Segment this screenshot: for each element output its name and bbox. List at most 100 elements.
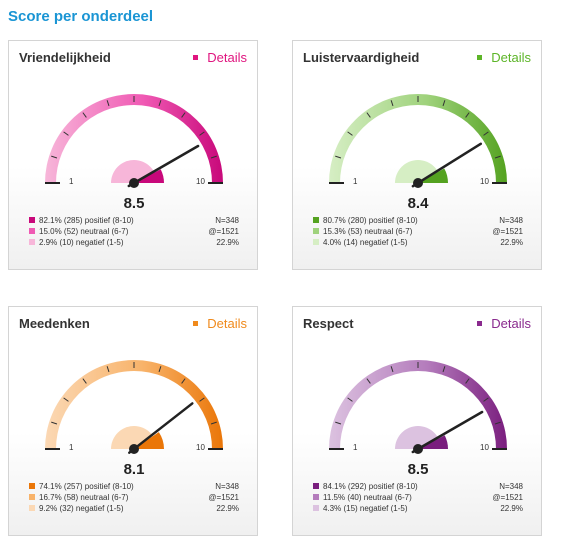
card-vriendelijkheid: Vriendelijkheid Details 1 10 8.5 82.1% (2… [8, 40, 258, 270]
gauge-tick [335, 421, 342, 425]
gauge-tick [181, 112, 186, 118]
gauge-tick [199, 397, 205, 402]
bullet-icon [193, 55, 199, 61]
gauge-needle [411, 410, 484, 454]
legend-swatch [313, 493, 319, 500]
legend-swatch [29, 227, 35, 234]
gauge-tick [158, 366, 162, 373]
gauge-tick [63, 397, 69, 402]
legend-swatch [313, 482, 319, 489]
legend-row-negative: 4.3% (15) negatief (1-5) 22.9% [313, 503, 523, 514]
card-title: Respect [303, 316, 354, 331]
gauge-arc [45, 94, 223, 183]
legend: 84.1% (292) positief (8-10) N=348 11.5% (… [313, 481, 523, 514]
legend-swatch [29, 216, 35, 223]
gauge-arc [329, 94, 507, 183]
legend-text: 9.2% (32) negatief (1-5) [39, 504, 124, 513]
gauge-min-label: 1 [353, 443, 358, 452]
gauge-chart: 1 10 [329, 94, 507, 188]
legend-row-positive: 80.7% (280) positief (8-10) N=348 [313, 215, 523, 226]
gauge-tick [106, 366, 110, 373]
details-link[interactable]: Details [477, 50, 531, 65]
gauge-tick [483, 131, 489, 136]
legend-stat: @=1521 [208, 493, 239, 502]
gauge-tick [347, 397, 353, 402]
details-label: Details [207, 50, 247, 65]
bullet-icon [477, 55, 483, 61]
gauge-tick [82, 378, 87, 384]
legend-row-neutral: 11.5% (40) neutraal (6-7) @=1521 [313, 492, 523, 503]
gauge-tick [210, 155, 217, 159]
gauge-tick [494, 421, 501, 425]
bullet-icon [193, 321, 199, 327]
gauge-tick [51, 421, 58, 425]
gauge-tick [106, 100, 110, 107]
gauge-arc [45, 360, 223, 449]
legend-text: 16.7% (58) neutraal (6-7) [39, 493, 129, 502]
gauge-min-label: 1 [69, 443, 74, 452]
legend-row-neutral: 16.7% (58) neutraal (6-7) @=1521 [29, 492, 239, 503]
legend-stat: 22.9% [500, 504, 523, 513]
legend-stat: 22.9% [216, 238, 239, 247]
legend-row-negative: 2.9% (10) negatief (1-5) 22.9% [29, 237, 239, 248]
gauge-max-label: 10 [480, 177, 489, 186]
legend-row-negative: 9.2% (32) negatief (1-5) 22.9% [29, 503, 239, 514]
details-label: Details [491, 50, 531, 65]
gauge-tick [181, 378, 186, 384]
gauge-tick [199, 131, 205, 136]
details-label: Details [491, 316, 531, 331]
legend-text: 74.1% (257) positief (8-10) [39, 482, 134, 491]
legend: 82.1% (285) positief (8-10) N=348 15.0% (… [29, 215, 239, 248]
details-label: Details [207, 316, 247, 331]
legend: 80.7% (280) positief (8-10) N=348 15.3% (… [313, 215, 523, 248]
legend-row-negative: 4.0% (14) negatief (1-5) 22.9% [313, 237, 523, 248]
legend-row-positive: 82.1% (285) positief (8-10) N=348 [29, 215, 239, 226]
legend-stat: @=1521 [492, 227, 523, 236]
gauge-max-label: 10 [196, 443, 205, 452]
gauge-arc [329, 360, 507, 449]
gauge-tick [494, 155, 501, 159]
gauge-max-label: 10 [480, 443, 489, 452]
details-link[interactable]: Details [193, 50, 247, 65]
legend-stat: @=1521 [208, 227, 239, 236]
legend-stat: 22.9% [216, 504, 239, 513]
score-value: 8.5 [407, 461, 429, 478]
gauge-hub [129, 178, 139, 188]
gauge-min-label: 1 [69, 177, 74, 186]
gauge-tick [483, 397, 489, 402]
legend-text: 4.0% (14) negatief (1-5) [323, 238, 408, 247]
gauge-tick [465, 378, 470, 384]
gauge-tick [442, 100, 446, 107]
legend-row-neutral: 15.3% (53) neutraal (6-7) @=1521 [313, 226, 523, 237]
legend-stat: @=1521 [492, 493, 523, 502]
card-respect: Respect Details 1 10 8.5 84.1% (292) posi… [292, 306, 542, 536]
legend-swatch [313, 238, 319, 245]
gauge-tick [158, 100, 162, 107]
gauge-tick [210, 421, 217, 425]
legend: 74.1% (257) positief (8-10) N=348 16.7% (… [29, 481, 239, 514]
legend-swatch [29, 504, 35, 511]
card-title: Vriendelijkheid [19, 50, 111, 65]
card-title: Luistervaardigheid [303, 50, 420, 65]
gauge-tick [335, 155, 342, 159]
gauge-tick [82, 112, 87, 118]
legend-text: 82.1% (285) positief (8-10) [39, 216, 134, 225]
legend-text: 15.0% (52) neutraal (6-7) [39, 227, 129, 236]
legend-text: 11.5% (40) neutraal (6-7) [323, 493, 412, 502]
score-value: 8.5 [123, 195, 145, 212]
card-luistervaardigheid: Luistervaardigheid Details 1 10 8.4 80.7%… [292, 40, 542, 270]
legend-text: 15.3% (53) neutraal (6-7) [323, 227, 413, 236]
legend-text: 84.1% (292) positief (8-10) [323, 482, 418, 491]
score-value: 8.1 [123, 461, 145, 478]
legend-row-positive: 74.1% (257) positief (8-10) N=348 [29, 481, 239, 492]
legend-text: 80.7% (280) positief (8-10) [323, 216, 418, 225]
gauge-tick [390, 366, 394, 373]
gauge-hub [129, 444, 139, 454]
details-link[interactable]: Details [477, 316, 531, 331]
details-link[interactable]: Details [193, 316, 247, 331]
legend-row-positive: 84.1% (292) positief (8-10) N=348 [313, 481, 523, 492]
gauge-tick [347, 131, 353, 136]
gauge-tick [390, 100, 394, 107]
gauge-chart: 1 10 [45, 360, 223, 454]
gauge-needle [411, 142, 483, 188]
